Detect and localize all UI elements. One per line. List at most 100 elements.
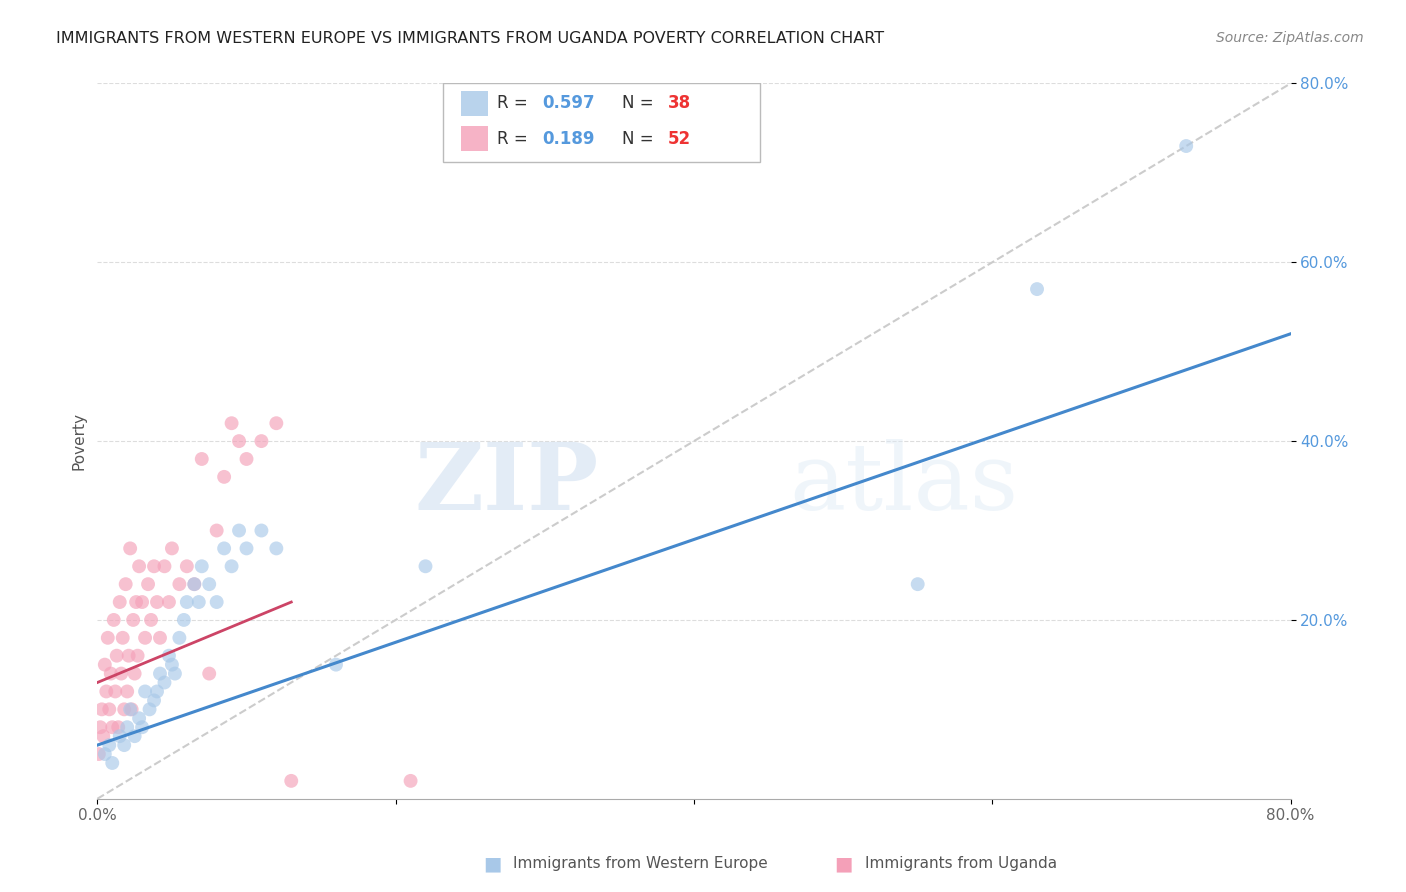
Text: 0.597: 0.597 (543, 95, 595, 112)
Point (100, 666, 122, 681)
Point (173, 613, 195, 627)
Point (160, 657, 183, 672)
Point (115, 684, 138, 698)
Point (98, 738, 121, 752)
FancyBboxPatch shape (443, 84, 759, 162)
Point (221, 559, 243, 574)
Text: N =: N = (623, 130, 659, 148)
Point (108, 595, 131, 609)
Y-axis label: Poverty: Poverty (72, 412, 86, 470)
Point (415, 559, 437, 574)
Point (169, 577, 191, 591)
Text: 0.189: 0.189 (543, 130, 595, 148)
Text: 38: 38 (668, 95, 690, 112)
Point (157, 595, 180, 609)
Point (146, 684, 169, 698)
Point (87, 747, 110, 761)
Point (212, 470, 235, 484)
Point (190, 559, 212, 574)
Point (118, 648, 141, 663)
Point (105, 648, 128, 663)
Point (250, 434, 273, 449)
Point (110, 666, 132, 681)
Point (176, 559, 198, 574)
Point (134, 684, 156, 698)
Point (94, 657, 117, 672)
Point (104, 684, 127, 698)
Text: ZIP: ZIP (415, 439, 599, 529)
Point (122, 613, 145, 627)
Point (221, 416, 243, 430)
Point (266, 541, 288, 556)
Point (399, 773, 422, 788)
Point (153, 559, 176, 574)
FancyBboxPatch shape (461, 127, 488, 152)
Point (198, 666, 221, 681)
Point (131, 595, 153, 609)
Point (280, 773, 302, 788)
Point (91, 729, 114, 743)
Point (125, 595, 148, 609)
Point (212, 541, 235, 556)
Point (176, 595, 198, 609)
Point (228, 524, 250, 538)
Point (153, 675, 176, 690)
Point (198, 577, 221, 591)
Point (107, 720, 129, 734)
Point (149, 631, 172, 645)
Point (169, 631, 191, 645)
Text: R =: R = (498, 95, 533, 112)
Point (111, 631, 134, 645)
Point (124, 729, 146, 743)
Point (187, 595, 209, 609)
Text: IMMIGRANTS FROM WESTERN EUROPE VS IMMIGRANTS FROM UGANDA POVERTY CORRELATION CHA: IMMIGRANTS FROM WESTERN EUROPE VS IMMIGR… (56, 31, 884, 46)
Point (138, 702, 160, 716)
Point (143, 693, 166, 707)
Point (907, 577, 929, 591)
Point (149, 666, 172, 681)
Point (96, 684, 118, 698)
Text: Source: ZipAtlas.com: Source: ZipAtlas.com (1216, 31, 1364, 45)
Point (108, 729, 131, 743)
Point (131, 720, 153, 734)
Point (103, 613, 125, 627)
Point (183, 577, 205, 591)
Point (266, 416, 288, 430)
Point (121, 702, 143, 716)
Point (205, 524, 228, 538)
Point (139, 613, 162, 627)
Point (128, 711, 150, 725)
Point (250, 524, 273, 538)
Point (112, 702, 135, 716)
Point (114, 577, 136, 591)
Point (134, 631, 156, 645)
FancyBboxPatch shape (461, 91, 488, 116)
Point (1175, 139, 1198, 153)
Point (120, 541, 142, 556)
Text: Immigrants from Uganda: Immigrants from Uganda (865, 856, 1057, 871)
Point (89, 720, 111, 734)
Point (98, 702, 121, 716)
Text: Immigrants from Western Europe: Immigrants from Western Europe (513, 856, 768, 871)
Text: 52: 52 (668, 130, 690, 148)
Point (143, 559, 166, 574)
Point (136, 577, 159, 591)
Point (124, 666, 146, 681)
Point (128, 559, 150, 574)
Point (101, 756, 124, 770)
Point (127, 648, 149, 663)
Point (235, 541, 257, 556)
Point (115, 720, 138, 734)
Text: atlas: atlas (789, 439, 1019, 529)
Point (97, 631, 120, 645)
Text: ■: ■ (834, 854, 853, 873)
Point (146, 595, 169, 609)
Text: N =: N = (623, 95, 659, 112)
Point (325, 657, 347, 672)
Point (235, 452, 257, 467)
Point (183, 577, 205, 591)
Point (112, 738, 135, 752)
Text: R =: R = (498, 130, 533, 148)
Point (205, 595, 228, 609)
Point (101, 720, 124, 734)
